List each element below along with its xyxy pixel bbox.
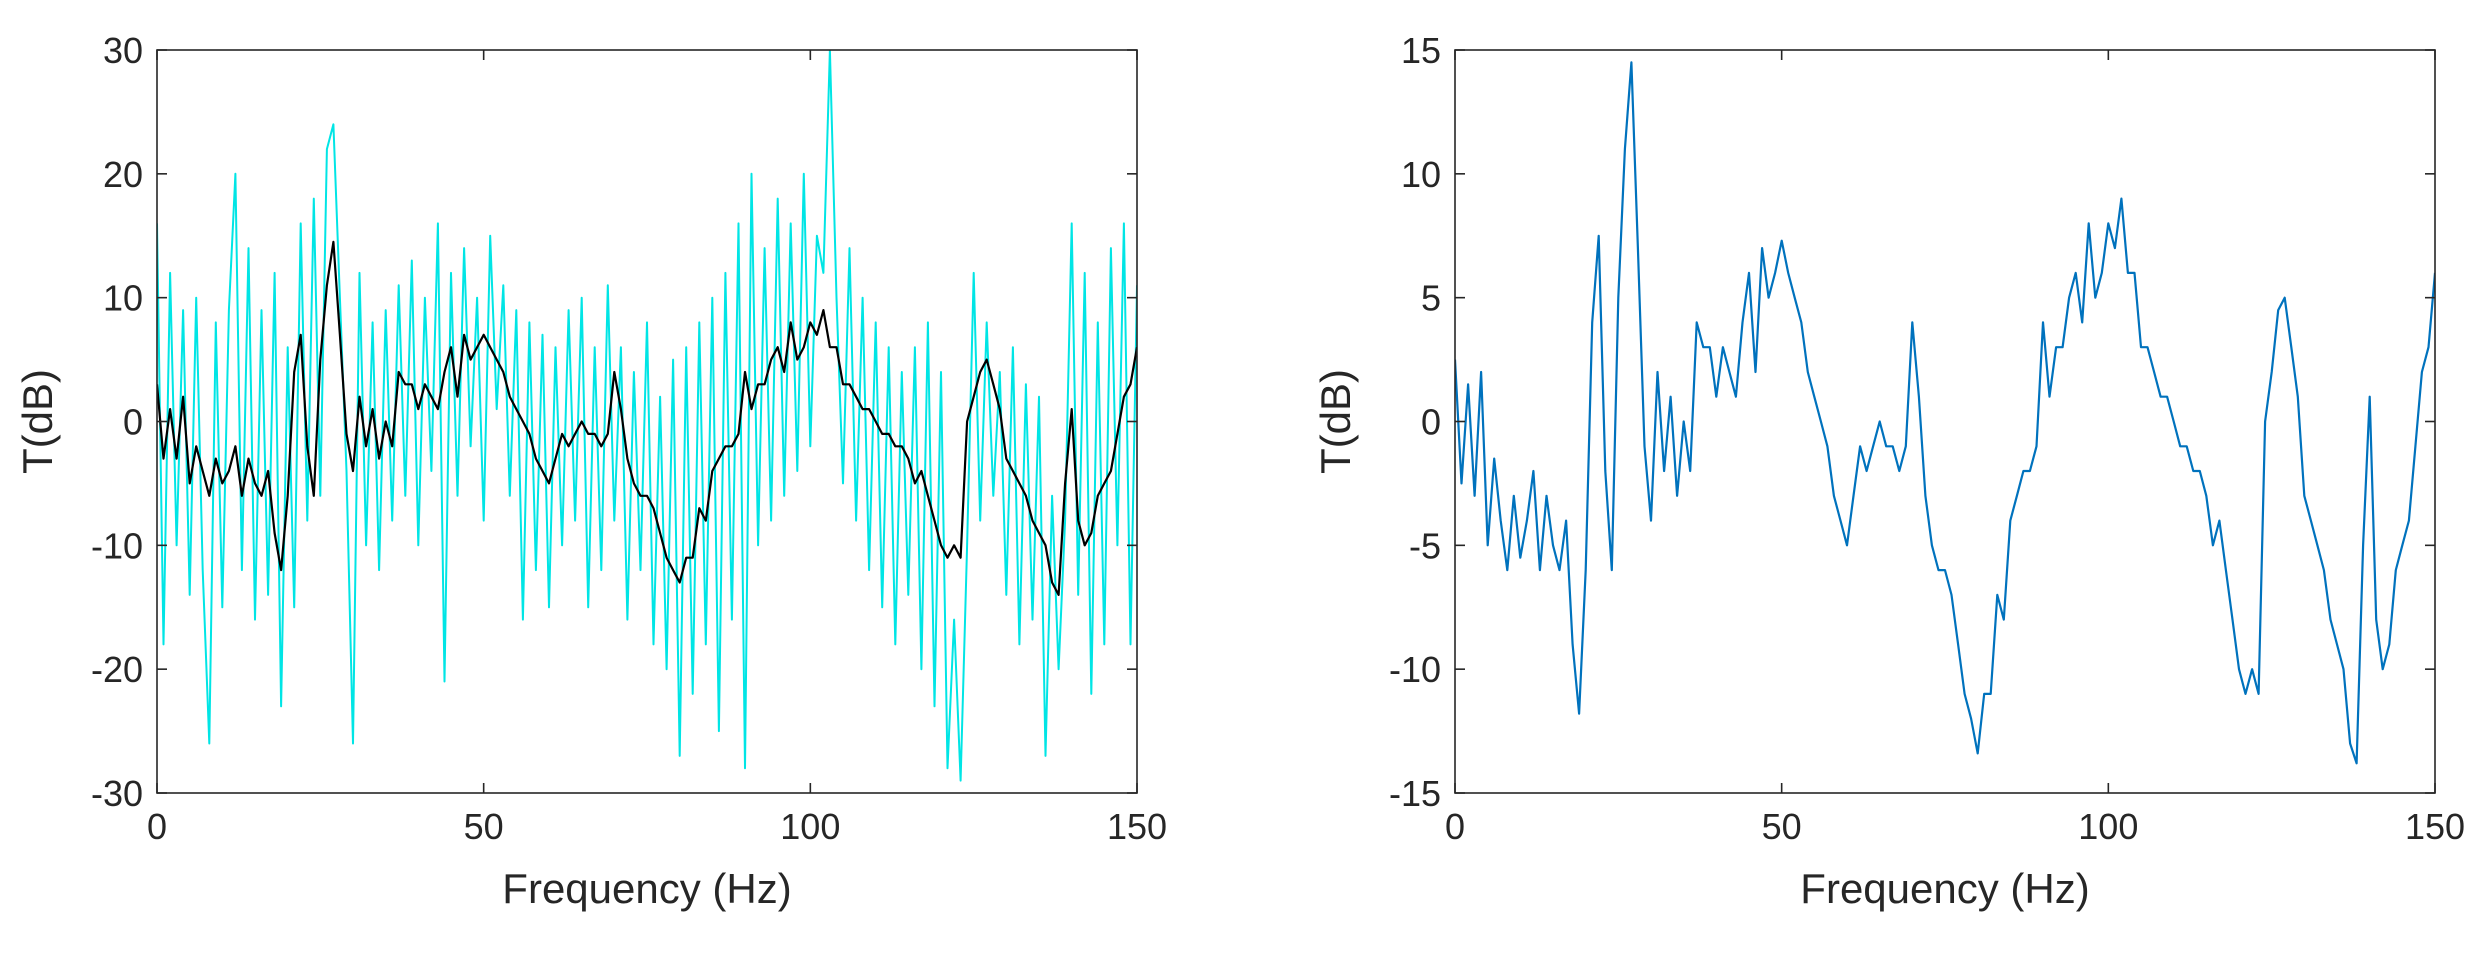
x-tick-label: 100 (780, 806, 840, 847)
series-group (1455, 61, 2435, 765)
y-tick-label: -10 (1389, 649, 1441, 690)
y-tick-label: 0 (123, 402, 143, 443)
y-tick-label: 10 (1401, 154, 1441, 195)
x-tick-label: 100 (2078, 806, 2138, 847)
y-tick-label: -20 (91, 649, 143, 690)
series-group (157, 50, 1137, 782)
x-tick-label: 50 (1762, 806, 1802, 847)
series-smoothed-line (157, 240, 1137, 597)
y-tick-label: 5 (1421, 278, 1441, 319)
y-tick-label: -10 (91, 525, 143, 566)
plot-area (157, 50, 1137, 793)
y-tick-label: -30 (91, 773, 143, 814)
x-axis-label: Frequency (Hz) (1800, 865, 2089, 912)
x-tick-label: 50 (464, 806, 504, 847)
y-tick-label: 15 (1401, 30, 1441, 71)
y-tick-label: -15 (1389, 773, 1441, 814)
x-tick-label: 0 (147, 806, 167, 847)
x-tick-label: 150 (2405, 806, 2465, 847)
y-axis-label: T(dB) (1312, 369, 1359, 474)
left-chart: 0 50 100 150 -30 -20 -10 0 10 20 30 Frequency (Hz) T… (14, 30, 1167, 912)
y-tick-label: 10 (103, 278, 143, 319)
series-raw-line (157, 50, 1137, 782)
x-tick-label: 150 (1107, 806, 1167, 847)
right-chart: 0 50 100 150 -15 -10 -5 0 5 10 15 Frequency (Hz) T(d… (1312, 30, 2465, 912)
series-smoothed-line (1455, 61, 2435, 765)
y-tick-label: 20 (103, 154, 143, 195)
x-tick-label: 0 (1445, 806, 1465, 847)
y-tick-label: -5 (1409, 525, 1441, 566)
y-tick-label: 30 (103, 30, 143, 71)
y-axis-label: T(dB) (14, 369, 61, 474)
y-tick-label: 0 (1421, 402, 1441, 443)
plot-area (1455, 50, 2435, 793)
x-axis-label: Frequency (Hz) (502, 865, 791, 912)
